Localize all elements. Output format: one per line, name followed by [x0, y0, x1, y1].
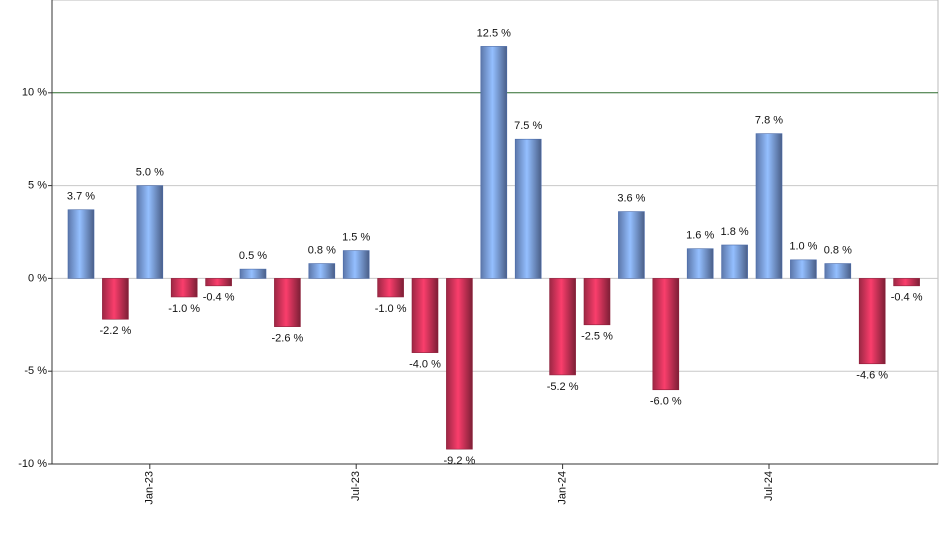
value-label: -1.0 % [168, 303, 200, 315]
bar [170, 278, 198, 298]
bar [583, 278, 611, 326]
value-label: 7.5 % [514, 120, 542, 132]
bar [790, 259, 817, 279]
bar [549, 278, 576, 376]
bar [824, 263, 852, 279]
value-label: 1.5 % [342, 231, 370, 243]
value-label: -6.0 % [650, 396, 682, 408]
bar [514, 138, 542, 279]
bar [308, 263, 336, 279]
y-tick-label: -5 % [24, 365, 47, 377]
bar [102, 278, 129, 320]
value-label: 0.5 % [239, 250, 267, 262]
value-label: 12.5 % [477, 27, 511, 39]
bar [342, 250, 370, 279]
x-tick-label: Jul-23 [350, 471, 362, 501]
value-label: 5.0 % [136, 167, 164, 179]
x-tick-label: Jul-24 [763, 471, 775, 501]
x-tick-label: Jan-24 [557, 471, 569, 505]
y-tick-label: 5 % [28, 180, 47, 192]
bar [136, 185, 164, 279]
y-tick-label: 10 % [22, 87, 47, 99]
bar [858, 278, 886, 365]
value-label: 1.8 % [721, 226, 749, 238]
value-label: -9.2 % [444, 455, 476, 467]
value-label: -2.6 % [272, 333, 304, 345]
bar [446, 278, 473, 450]
bar [618, 211, 645, 279]
value-label: -1.0 % [375, 303, 407, 315]
bar [721, 244, 748, 279]
bar [239, 268, 267, 279]
value-label: -5.2 % [547, 381, 579, 393]
value-label: 3.6 % [617, 192, 645, 204]
value-label: -4.6 % [856, 370, 888, 382]
bar [205, 278, 232, 287]
value-label: 0.8 % [308, 244, 336, 256]
value-label: 7.8 % [755, 115, 783, 127]
bar [67, 209, 95, 279]
y-tick-label: -10 % [18, 458, 47, 470]
bar [274, 278, 301, 327]
value-label: -4.0 % [409, 359, 441, 371]
bar [893, 278, 920, 287]
value-label: -0.4 % [203, 292, 235, 304]
bar [686, 248, 714, 279]
value-label: -2.2 % [100, 325, 132, 337]
y-tick-label: 0 % [28, 272, 47, 284]
value-label: -0.4 % [891, 292, 923, 304]
value-label: 1.6 % [686, 230, 714, 242]
bar [480, 46, 508, 279]
value-label: 0.8 % [824, 244, 852, 256]
x-tick-label: Jan-23 [144, 471, 156, 505]
bar [652, 278, 680, 391]
value-label: 1.0 % [789, 241, 817, 253]
value-label: 3.7 % [67, 191, 95, 203]
bar [411, 278, 439, 353]
bar [755, 133, 783, 279]
bar [377, 278, 404, 298]
value-label: -2.5 % [581, 331, 613, 343]
